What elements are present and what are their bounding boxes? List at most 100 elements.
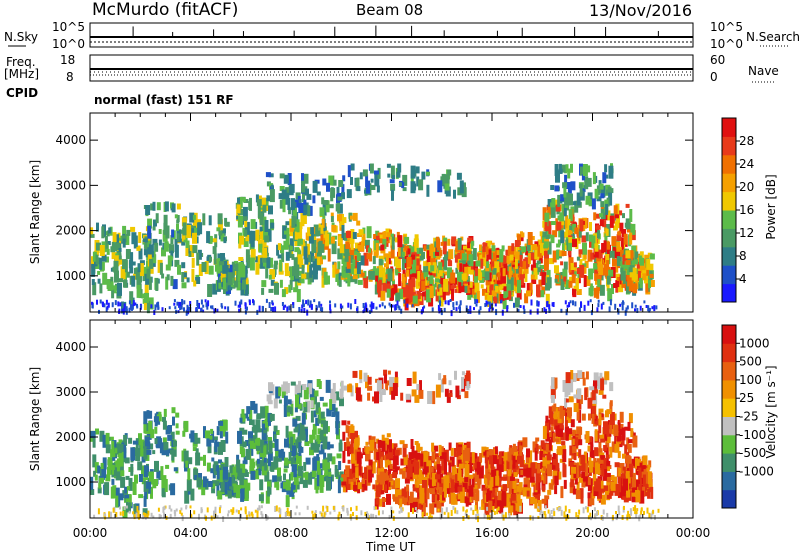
echo-cell xyxy=(602,468,607,481)
echo-cell xyxy=(431,442,435,452)
echo-cell xyxy=(617,451,621,459)
status-panel xyxy=(8,22,790,83)
ground-scatter-cell xyxy=(564,300,567,305)
echo-cell xyxy=(492,269,497,279)
echo-cell xyxy=(242,216,248,221)
echo-cell xyxy=(260,406,266,419)
echo-cell xyxy=(341,225,345,238)
echo-cell xyxy=(377,467,383,476)
echo-cell xyxy=(212,246,217,255)
echo-cell xyxy=(124,234,130,245)
echo-cell xyxy=(554,377,558,389)
echo-cell xyxy=(589,460,595,473)
echo-cell xyxy=(628,267,633,273)
ground-scatter-cell xyxy=(200,299,203,305)
echo-cell xyxy=(260,197,266,208)
echo-cell xyxy=(271,442,277,448)
echo-cell xyxy=(542,453,546,460)
ground-scatter-cell xyxy=(274,306,277,313)
ground-scatter-cell xyxy=(416,510,419,514)
echo-cell xyxy=(460,491,466,503)
echo-cell xyxy=(517,234,521,246)
ground-scatter-cell xyxy=(400,308,403,314)
echo-cell xyxy=(173,440,177,447)
echo-cell xyxy=(362,478,365,484)
echo-cell xyxy=(516,289,522,300)
echo-cell xyxy=(642,455,648,466)
echo-cell xyxy=(122,506,128,519)
echo-cell xyxy=(581,174,585,181)
echo-cell xyxy=(120,476,126,488)
echo-cell xyxy=(368,247,371,253)
echo-cell xyxy=(591,390,596,401)
echo-cell xyxy=(601,243,605,253)
ground-scatter-cell xyxy=(543,307,546,313)
ground-scatter-cell xyxy=(640,510,643,515)
echo-cell xyxy=(400,458,406,466)
echo-cell xyxy=(606,465,612,469)
echo-cell xyxy=(244,221,250,235)
echo-cell xyxy=(639,490,645,504)
echo-cell xyxy=(595,238,600,244)
echo-cell xyxy=(91,263,96,277)
echo-cell xyxy=(597,279,601,288)
echo-cell xyxy=(359,370,363,380)
echo-cell xyxy=(124,457,130,464)
echo-cell xyxy=(593,487,599,497)
echo-cell xyxy=(297,281,302,286)
echo-cell xyxy=(613,205,618,218)
echo-cell xyxy=(209,256,212,262)
echo-cell xyxy=(376,452,380,460)
ground-scatter-cell xyxy=(105,299,108,305)
echo-cell xyxy=(633,483,638,493)
echo-cell xyxy=(260,257,266,269)
echo-cell xyxy=(596,285,600,299)
echo-cell xyxy=(477,272,483,281)
echo-cell xyxy=(274,282,279,295)
ground-scatter-cell xyxy=(609,299,612,306)
echo-cell xyxy=(368,270,373,280)
echo-cell xyxy=(254,426,258,440)
echo-cell xyxy=(385,237,389,241)
echo-cell xyxy=(438,262,443,274)
echo-cell xyxy=(384,484,387,493)
echo-cell xyxy=(253,403,258,414)
echo-cell xyxy=(495,285,499,292)
echo-cell xyxy=(485,240,491,252)
echo-cell xyxy=(447,281,453,291)
echo-cell xyxy=(390,245,395,259)
echo-cell xyxy=(349,276,355,283)
echo-cell xyxy=(140,439,145,451)
echo-cell xyxy=(359,172,363,180)
echo-cell xyxy=(131,275,136,287)
ground-scatter-cell xyxy=(627,510,630,517)
echo-cell xyxy=(604,164,608,173)
ground-scatter-cell xyxy=(474,299,477,305)
echo-cell xyxy=(517,498,523,512)
echo-cell xyxy=(273,264,278,270)
echo-cell xyxy=(397,163,402,173)
echo-cell xyxy=(624,444,628,458)
echo-cell xyxy=(588,199,593,207)
echo-cell xyxy=(457,486,463,492)
echo-cell xyxy=(143,451,148,460)
echo-cell xyxy=(360,272,365,277)
echo-cell xyxy=(642,268,647,275)
echo-cell xyxy=(201,485,206,496)
echo-cell xyxy=(442,271,448,276)
freq-label: Freq. xyxy=(6,55,36,69)
echo-cell xyxy=(476,461,481,475)
ground-scatter-cell xyxy=(366,308,369,313)
ground-scatter-cell xyxy=(125,505,128,509)
echo-cell xyxy=(330,187,336,198)
echo-cell xyxy=(600,378,605,391)
echo-cell xyxy=(648,280,651,288)
echo-cell xyxy=(126,502,131,513)
echo-cell xyxy=(317,468,322,475)
echo-cell xyxy=(469,281,473,288)
echo-cell xyxy=(550,221,556,225)
ground-scatter-cell xyxy=(198,302,200,309)
echo-cell xyxy=(283,468,288,473)
echo-cell xyxy=(471,288,476,295)
echo-cell xyxy=(411,445,415,456)
